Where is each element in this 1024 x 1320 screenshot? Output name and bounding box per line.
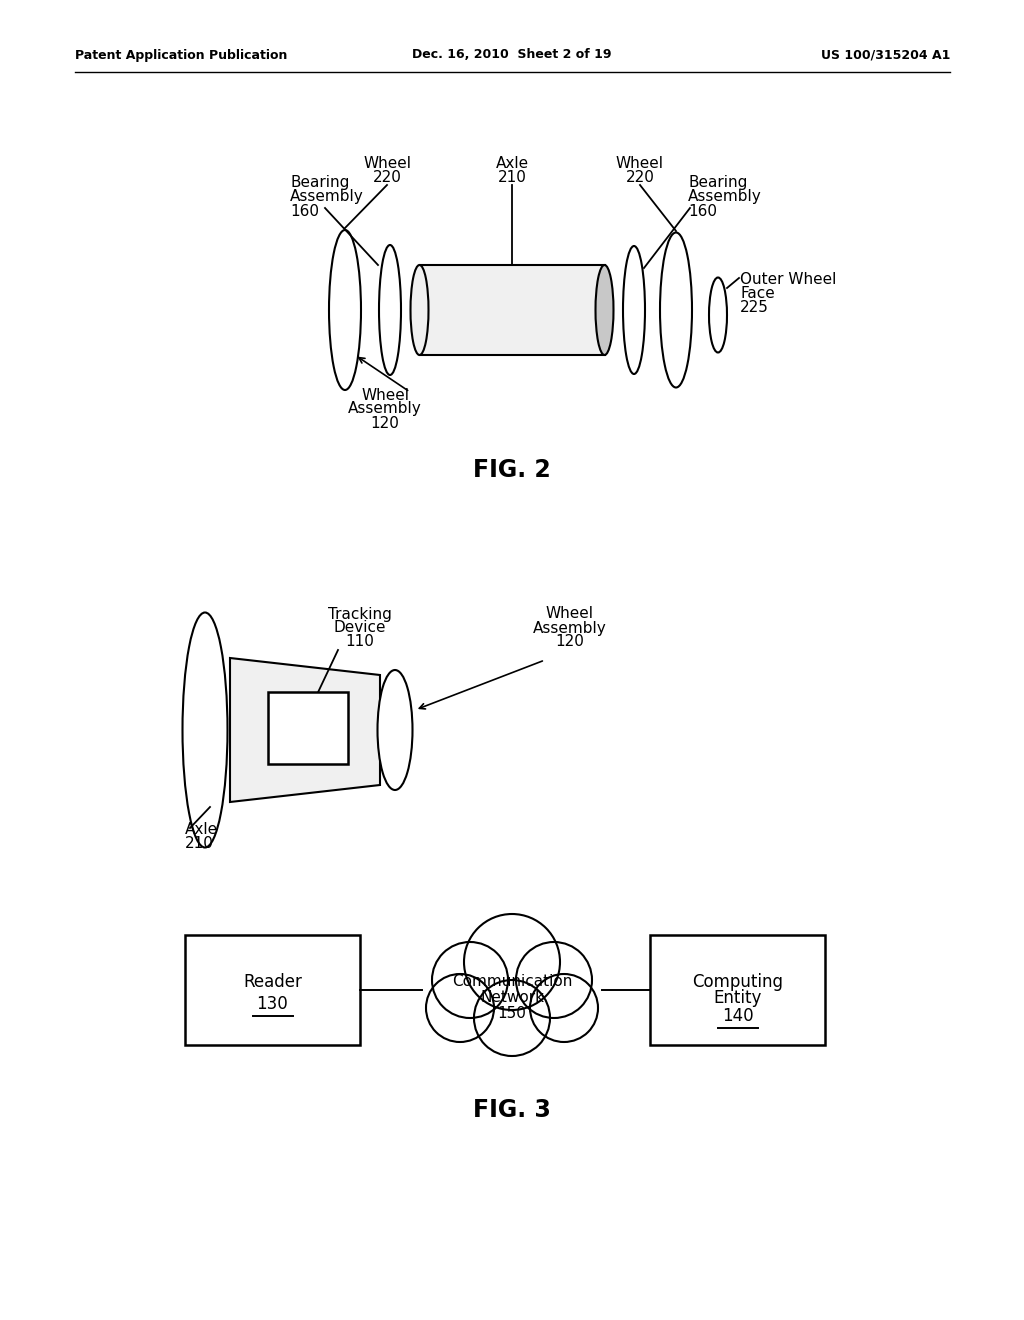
Text: 220: 220 — [626, 169, 654, 185]
Text: FIG. 3: FIG. 3 — [473, 1098, 551, 1122]
Text: 130: 130 — [257, 995, 289, 1012]
Ellipse shape — [709, 277, 727, 352]
Text: Axle: Axle — [185, 822, 218, 837]
Text: Assembly: Assembly — [348, 401, 422, 417]
Text: Axle: Axle — [496, 156, 528, 170]
Text: 225: 225 — [740, 301, 769, 315]
Circle shape — [426, 974, 494, 1041]
Text: Face: Face — [740, 286, 775, 301]
Text: Wheel: Wheel — [616, 156, 664, 170]
Text: Network: Network — [480, 990, 544, 1006]
Bar — [650, 935, 825, 1045]
Text: Entity: Entity — [714, 989, 762, 1007]
Text: Bearing: Bearing — [688, 176, 748, 190]
Text: Tracking: Tracking — [328, 606, 392, 622]
Text: 120: 120 — [371, 416, 399, 430]
Ellipse shape — [411, 265, 428, 355]
Text: US 100/315204 A1: US 100/315204 A1 — [820, 49, 950, 62]
Ellipse shape — [623, 246, 645, 374]
Text: 150: 150 — [498, 1006, 526, 1022]
Ellipse shape — [379, 246, 401, 375]
Text: 210: 210 — [185, 837, 214, 851]
Bar — [185, 935, 360, 1045]
Text: Communication: Communication — [452, 974, 572, 990]
Text: Assembly: Assembly — [688, 190, 762, 205]
Text: Device: Device — [334, 620, 386, 635]
Ellipse shape — [329, 230, 361, 389]
Text: 220: 220 — [373, 169, 401, 185]
Text: Wheel: Wheel — [361, 388, 409, 403]
Text: 160: 160 — [290, 203, 319, 219]
Bar — [420, 265, 604, 355]
Text: Outer Wheel: Outer Wheel — [740, 272, 837, 288]
Text: Wheel: Wheel — [546, 606, 594, 622]
Text: 140: 140 — [722, 1007, 754, 1026]
Text: 210: 210 — [498, 169, 526, 185]
Text: Dec. 16, 2010  Sheet 2 of 19: Dec. 16, 2010 Sheet 2 of 19 — [413, 49, 611, 62]
Ellipse shape — [182, 612, 227, 847]
Circle shape — [432, 942, 508, 1018]
Ellipse shape — [378, 671, 413, 789]
Text: Assembly: Assembly — [534, 620, 607, 635]
Text: Computing: Computing — [692, 973, 783, 991]
Polygon shape — [230, 657, 380, 803]
Circle shape — [464, 913, 560, 1010]
Text: Bearing: Bearing — [290, 176, 349, 190]
Text: Wheel: Wheel — [362, 156, 411, 170]
Text: FIG. 2: FIG. 2 — [473, 458, 551, 482]
Bar — [268, 692, 348, 764]
Circle shape — [530, 974, 598, 1041]
Text: Reader: Reader — [243, 973, 302, 991]
Ellipse shape — [660, 232, 692, 388]
Text: 160: 160 — [688, 203, 717, 219]
Text: 110: 110 — [345, 635, 375, 649]
Circle shape — [516, 942, 592, 1018]
Text: Assembly: Assembly — [290, 190, 364, 205]
Ellipse shape — [596, 265, 613, 355]
Circle shape — [474, 979, 550, 1056]
Text: 120: 120 — [556, 635, 585, 649]
Text: Patent Application Publication: Patent Application Publication — [75, 49, 288, 62]
